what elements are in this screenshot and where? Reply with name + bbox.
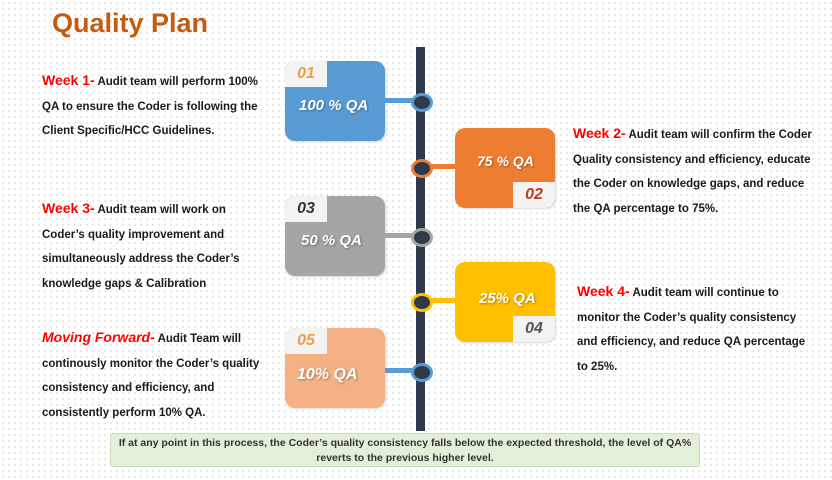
stage-label-01: Week 1- [42, 72, 95, 88]
stage-number-02: 02 [513, 182, 555, 208]
stage-card-04: 25% QA 04 [455, 262, 555, 342]
stage-number-05: 05 [285, 328, 327, 354]
stage-label-04: Week 4- [577, 283, 630, 299]
stage-number-03: 03 [285, 196, 327, 222]
timeline-node-02 [411, 159, 433, 178]
stage-qa-01: 100 % QA [299, 97, 369, 114]
stage-label-05: Moving Forward- [42, 329, 155, 345]
stage-card-02: 75 % QA 02 [455, 128, 555, 208]
stage-qa-02: 75 % QA [477, 153, 534, 169]
stage-qa-05: 10% QA [297, 366, 358, 383]
connector-05 [385, 368, 413, 373]
connector-03 [385, 233, 413, 238]
stage-description-05: Moving Forward- Audit Team will continou… [42, 325, 277, 425]
timeline-node-04 [411, 293, 433, 312]
stage-description-01: Week 1- Audit team will perform 100% QA … [42, 68, 262, 144]
stage-text-04: Audit team will continue to monitor the … [577, 287, 806, 373]
connector-02 [428, 164, 455, 169]
stage-number-01: 01 [285, 61, 327, 87]
threshold-note: If at any point in this process, the Cod… [110, 433, 700, 467]
stage-card-01: 01 100 % QA [285, 61, 385, 141]
stage-card-05: 05 10% QA [285, 328, 385, 408]
timeline-node-01 [411, 93, 433, 112]
stage-text-05: Audit Team will continously monitor the … [42, 333, 260, 419]
stage-label-02: Week 2- [573, 125, 626, 141]
connector-04 [428, 298, 455, 303]
stage-qa-03: 50 % QA [301, 232, 362, 249]
stage-description-04: Week 4- Audit team will continue to moni… [577, 279, 807, 379]
stage-description-02: Week 2- Audit team will confirm the Code… [573, 121, 813, 221]
stage-text-01: Audit team will perform 100% QA to ensur… [42, 76, 258, 137]
stage-text-02: Audit team will confirm the Coder Qualit… [573, 129, 812, 215]
page-title: Quality Plan [52, 8, 209, 38]
stage-number-04: 04 [513, 316, 555, 342]
stage-text-03: Audit team will work on Coder’s quality … [42, 204, 240, 290]
connector-01 [385, 98, 413, 103]
timeline-node-05 [411, 363, 433, 382]
timeline-node-03 [411, 228, 433, 247]
stage-qa-04: 25% QA [479, 290, 536, 307]
stage-description-03: Week 3- Audit team will work on Coder’s … [42, 196, 242, 296]
stage-label-03: Week 3- [42, 200, 95, 216]
stage-card-03: 03 50 % QA [285, 196, 385, 276]
